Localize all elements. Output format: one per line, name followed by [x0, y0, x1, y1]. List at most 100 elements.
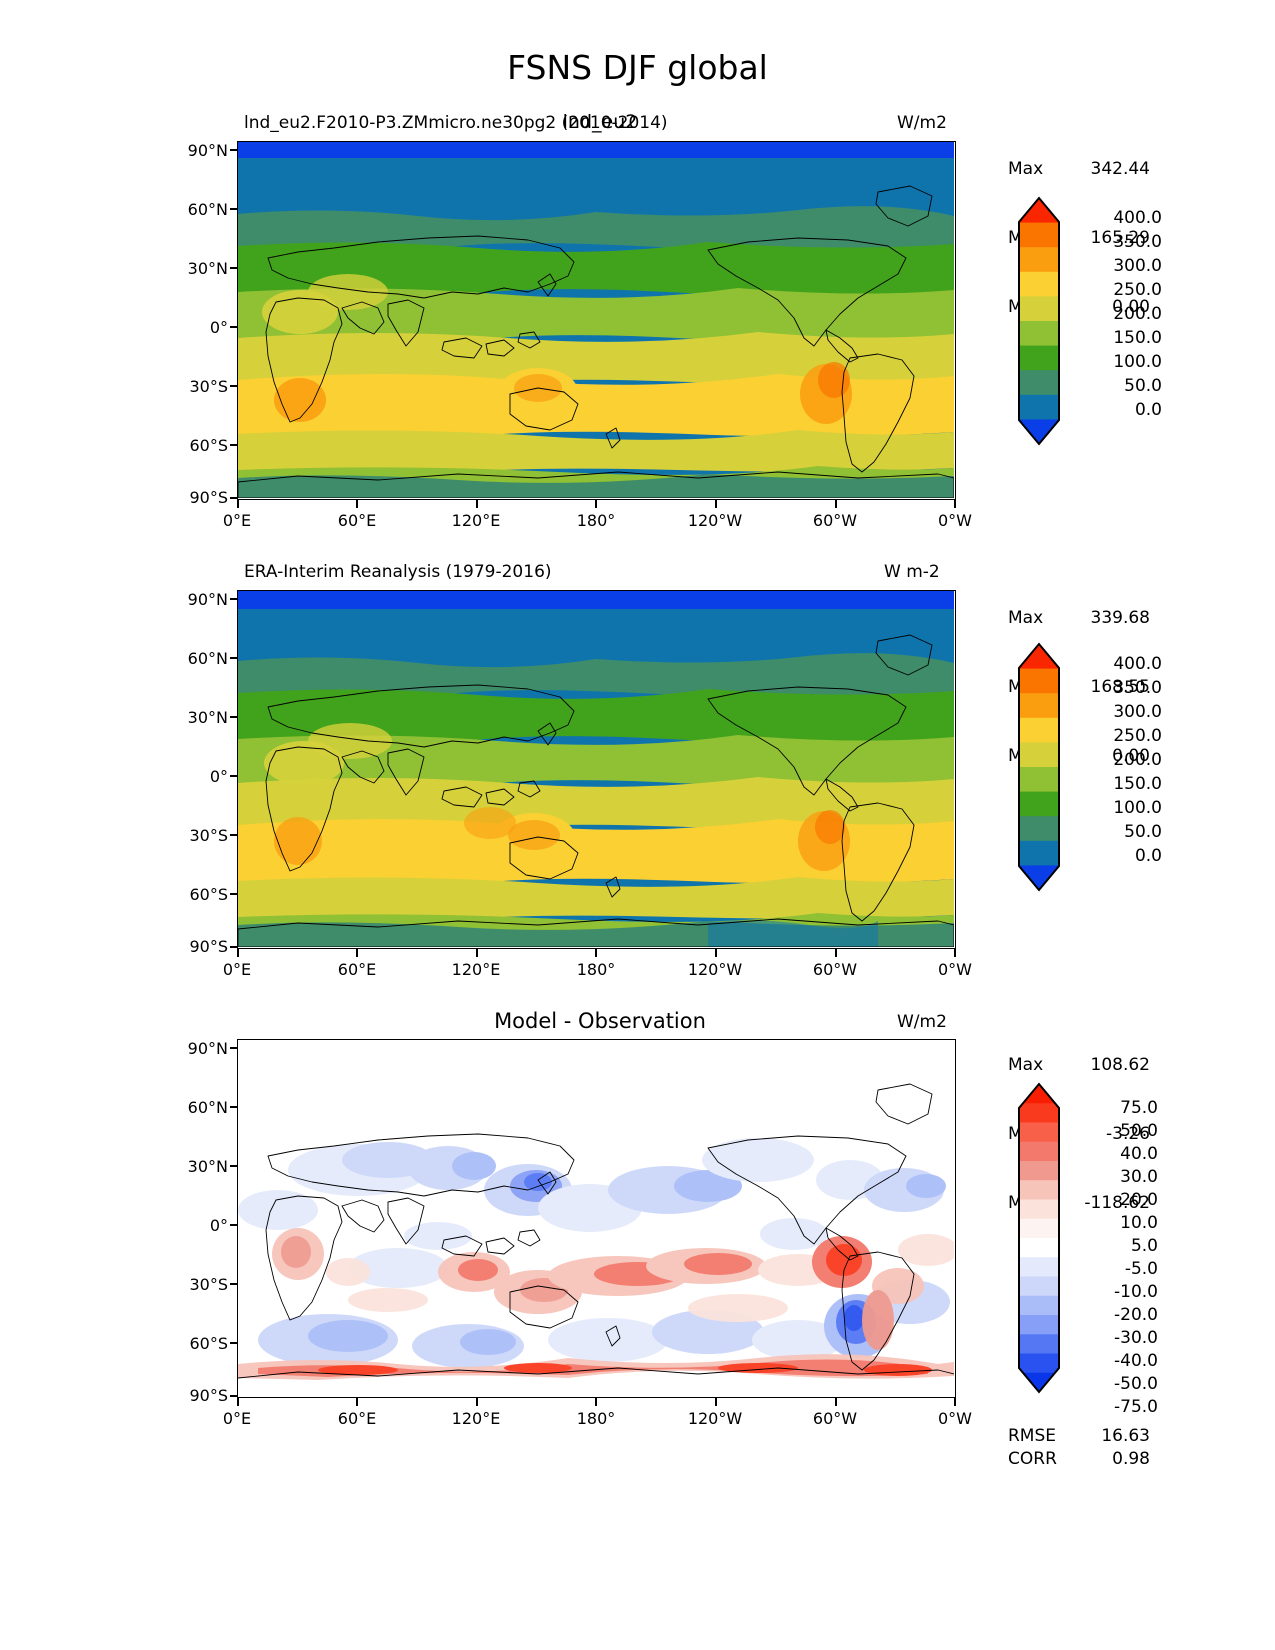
ytick-difference-0 [230, 1047, 238, 1049]
stat-value: 108.62 [1090, 1055, 1150, 1075]
cb-label: 150.0 [1113, 328, 1162, 348]
ylabel-30s-difference: 30°S [189, 1275, 228, 1294]
cb-label: 30.0 [1120, 1167, 1158, 1187]
ytick-model-4 [230, 385, 238, 387]
map-difference-svg [238, 1040, 954, 1396]
ytick-observation-5 [230, 893, 238, 895]
xtick-difference-3 [595, 1398, 597, 1406]
stat-value: 165.29 [1090, 228, 1150, 248]
ylabel-90s-observation: 90°S [189, 937, 228, 956]
ytick-difference-4 [230, 1283, 238, 1285]
cb-label: -75.0 [1114, 1397, 1158, 1417]
xlabel-120e-model: 120°E [451, 511, 501, 530]
cb-label: -50.0 [1114, 1374, 1158, 1394]
cb-label: 250.0 [1113, 280, 1162, 300]
cb-label: -10.0 [1114, 1282, 1158, 1302]
stat-key: Max [1008, 1055, 1044, 1075]
stat-key: RMSE [1008, 1426, 1057, 1446]
map-observation-svg [238, 591, 954, 947]
xlabel-60w-model: 60°W [812, 511, 858, 530]
panel-model-case-label: lnd_eu2 [562, 111, 638, 133]
xlabel-60e-model: 60°E [337, 511, 377, 530]
ytick-model-5 [230, 444, 238, 446]
panel-model-source-label: lnd_eu2.F2010-P3.ZMmicro.ne30pg2 (2010-2… [244, 113, 668, 133]
xtick-model-0 [237, 500, 239, 508]
ylabel-30s-observation: 30°S [189, 826, 228, 845]
colorbar-observation[interactable] [1013, 638, 1065, 900]
xlabel-0e-observation: 0°E [222, 960, 252, 979]
cb-label: 100.0 [1113, 352, 1162, 372]
ytick-observation-3 [230, 775, 238, 777]
cb-label: -40.0 [1114, 1351, 1158, 1371]
panel-difference-title: Model - Observation [494, 1009, 706, 1033]
ytick-observation-6 [230, 946, 238, 948]
xtick-difference-5 [835, 1398, 837, 1406]
ytick-observation-2 [230, 716, 238, 718]
cb-label: 50.0 [1120, 1121, 1158, 1141]
stat-value: 342.44 [1090, 159, 1150, 179]
map-observation[interactable] [237, 590, 956, 949]
map-model[interactable] [237, 141, 956, 500]
colorbar-model[interactable] [1013, 192, 1065, 454]
ylabel-60s-model: 60°S [189, 436, 228, 455]
ytick-difference-1 [230, 1106, 238, 1108]
stat-row: CORR 0.98 [1008, 1448, 1150, 1471]
ytick-model-0 [230, 149, 238, 151]
xtick-observation-5 [835, 949, 837, 957]
xlabel-120w-model: 120°W [687, 511, 743, 530]
stat-row: Max 342.44 [1008, 158, 1150, 181]
cb-label: 0.0 [1134, 846, 1162, 866]
ytick-observation-0 [230, 598, 238, 600]
xlabel-120w-observation: 120°W [687, 960, 743, 979]
stat-value: 339.68 [1090, 608, 1150, 628]
xtick-model-2 [476, 500, 478, 508]
xtick-model-5 [835, 500, 837, 508]
xlabel-0e-model: 0°E [222, 511, 252, 530]
xlabel-120w-difference: 120°W [687, 1409, 743, 1428]
panel-observation-units-label: W m-2 [884, 562, 940, 582]
ylabel-30n-difference: 30°N [187, 1157, 228, 1176]
cb-label: 400.0 [1113, 208, 1162, 228]
xtick-difference-4 [715, 1398, 717, 1406]
xlabel-180-observation: 180° [576, 960, 616, 979]
cb-label: 50.0 [1124, 822, 1162, 842]
cb-label: -5.0 [1124, 1259, 1158, 1279]
stat-value: 0.00 [1112, 297, 1150, 317]
ylabel-30n-observation: 30°N [187, 708, 228, 727]
ylabel-90n-difference: 90°N [187, 1039, 228, 1058]
map-difference[interactable] [237, 1039, 956, 1398]
cb-label: -30.0 [1114, 1328, 1158, 1348]
colorbar-observation-svg [1018, 642, 1060, 892]
xlabel-0w-model: 0°W [938, 511, 972, 530]
ylabel-90s-model: 90°S [189, 488, 228, 507]
ytick-difference-2 [230, 1165, 238, 1167]
ytick-observation-1 [230, 657, 238, 659]
ylabel-60s-difference: 60°S [189, 1334, 228, 1353]
stat-row: RMSE 16.63 [1008, 1425, 1150, 1448]
colorbar-difference-labels: 75.0 50.0 40.0 30.0 20.0 10.0 5.0 -5.0 -… [1058, 1078, 1166, 1417]
stat-key: Max [1008, 608, 1044, 628]
xtick-observation-6 [954, 949, 956, 957]
stat-value: 0.98 [1112, 1449, 1150, 1469]
map-model-svg [238, 142, 954, 498]
ytick-difference-5 [230, 1342, 238, 1344]
colorbar-model-svg [1018, 196, 1060, 446]
ylabel-60n-difference: 60°N [187, 1098, 228, 1117]
xtick-observation-1 [356, 949, 358, 957]
cb-label: -20.0 [1114, 1305, 1158, 1325]
ytick-model-6 [230, 497, 238, 499]
ylabel-0-model: 0° [209, 318, 228, 337]
ylabel-90s-difference: 90°S [189, 1386, 228, 1405]
cb-label: 200.0 [1113, 304, 1162, 324]
xtick-difference-0 [237, 1398, 239, 1406]
stat-value: -3.26 [1106, 1124, 1150, 1144]
cb-label: 10.0 [1120, 1213, 1158, 1233]
colorbar-difference[interactable] [1013, 1078, 1065, 1402]
cb-label: 20.0 [1120, 1190, 1158, 1210]
stat-value: 0.00 [1112, 746, 1150, 766]
panel-model-units-label: W/m2 [897, 113, 947, 133]
xtick-observation-2 [476, 949, 478, 957]
cb-label: 100.0 [1113, 798, 1162, 818]
cb-label: 40.0 [1120, 1144, 1158, 1164]
xlabel-0w-difference: 0°W [938, 1409, 972, 1428]
